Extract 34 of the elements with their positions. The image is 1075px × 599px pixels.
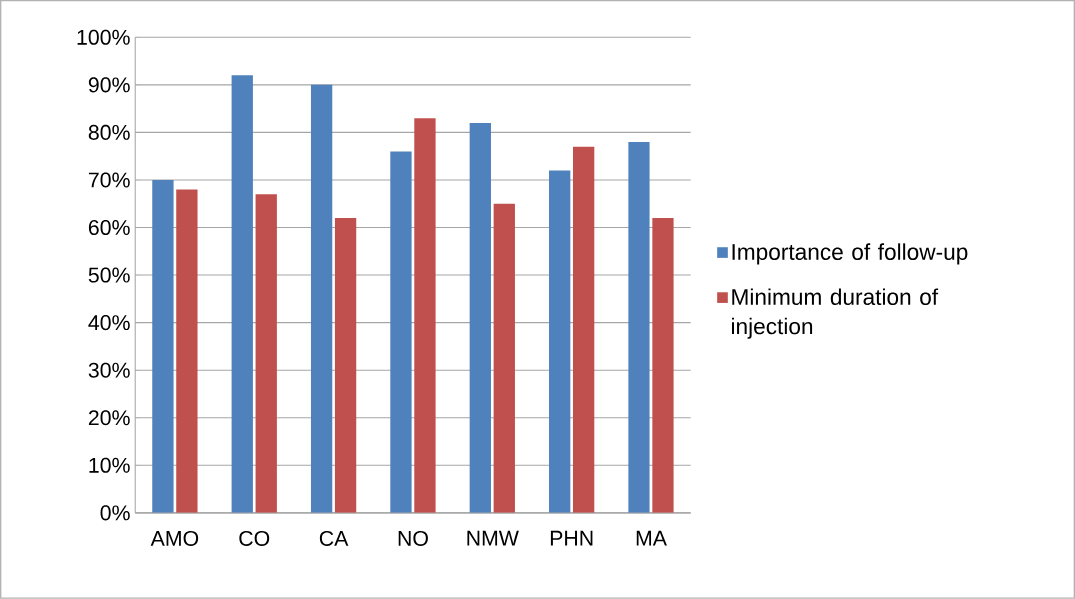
x-tick-label: PHN	[550, 530, 593, 546]
x-tick-label: CA	[319, 530, 349, 547]
y-tick-label: 60%	[88, 220, 130, 236]
bar	[176, 189, 198, 513]
bar	[628, 142, 650, 513]
y-tick-label: 20%	[88, 410, 130, 426]
x-tick-label: CO	[239, 530, 270, 547]
bar	[572, 146, 595, 513]
bar	[493, 203, 515, 513]
bar	[310, 84, 333, 513]
bar	[334, 218, 357, 513]
y-tick-label: 100%	[77, 29, 130, 45]
bar	[231, 75, 253, 513]
x-tick-label: AMO	[150, 530, 199, 547]
bar	[469, 123, 491, 513]
x-tick-label: NMW	[467, 530, 519, 546]
y-tick-label: 30%	[88, 362, 130, 378]
y-tick-label: 10%	[89, 457, 130, 473]
bar	[414, 118, 436, 513]
y-tick-label: 70%	[88, 172, 130, 188]
y-tick-label: 0%	[100, 505, 130, 521]
bar	[152, 180, 174, 513]
bar	[652, 218, 674, 513]
x-tick-label: NO	[398, 530, 428, 547]
bar	[390, 151, 412, 513]
x-tick-label: MA	[636, 530, 667, 546]
bar	[549, 170, 571, 513]
legend-label: Minimum duration of injection	[732, 288, 939, 339]
bar	[255, 194, 277, 513]
y-tick-label: 90%	[88, 77, 130, 93]
y-tick-label: 80%	[88, 124, 130, 141]
legend-label: Importance of follow-up	[732, 243, 968, 265]
y-tick-label: 40%	[88, 315, 130, 331]
y-tick-label: 50%	[88, 267, 130, 283]
